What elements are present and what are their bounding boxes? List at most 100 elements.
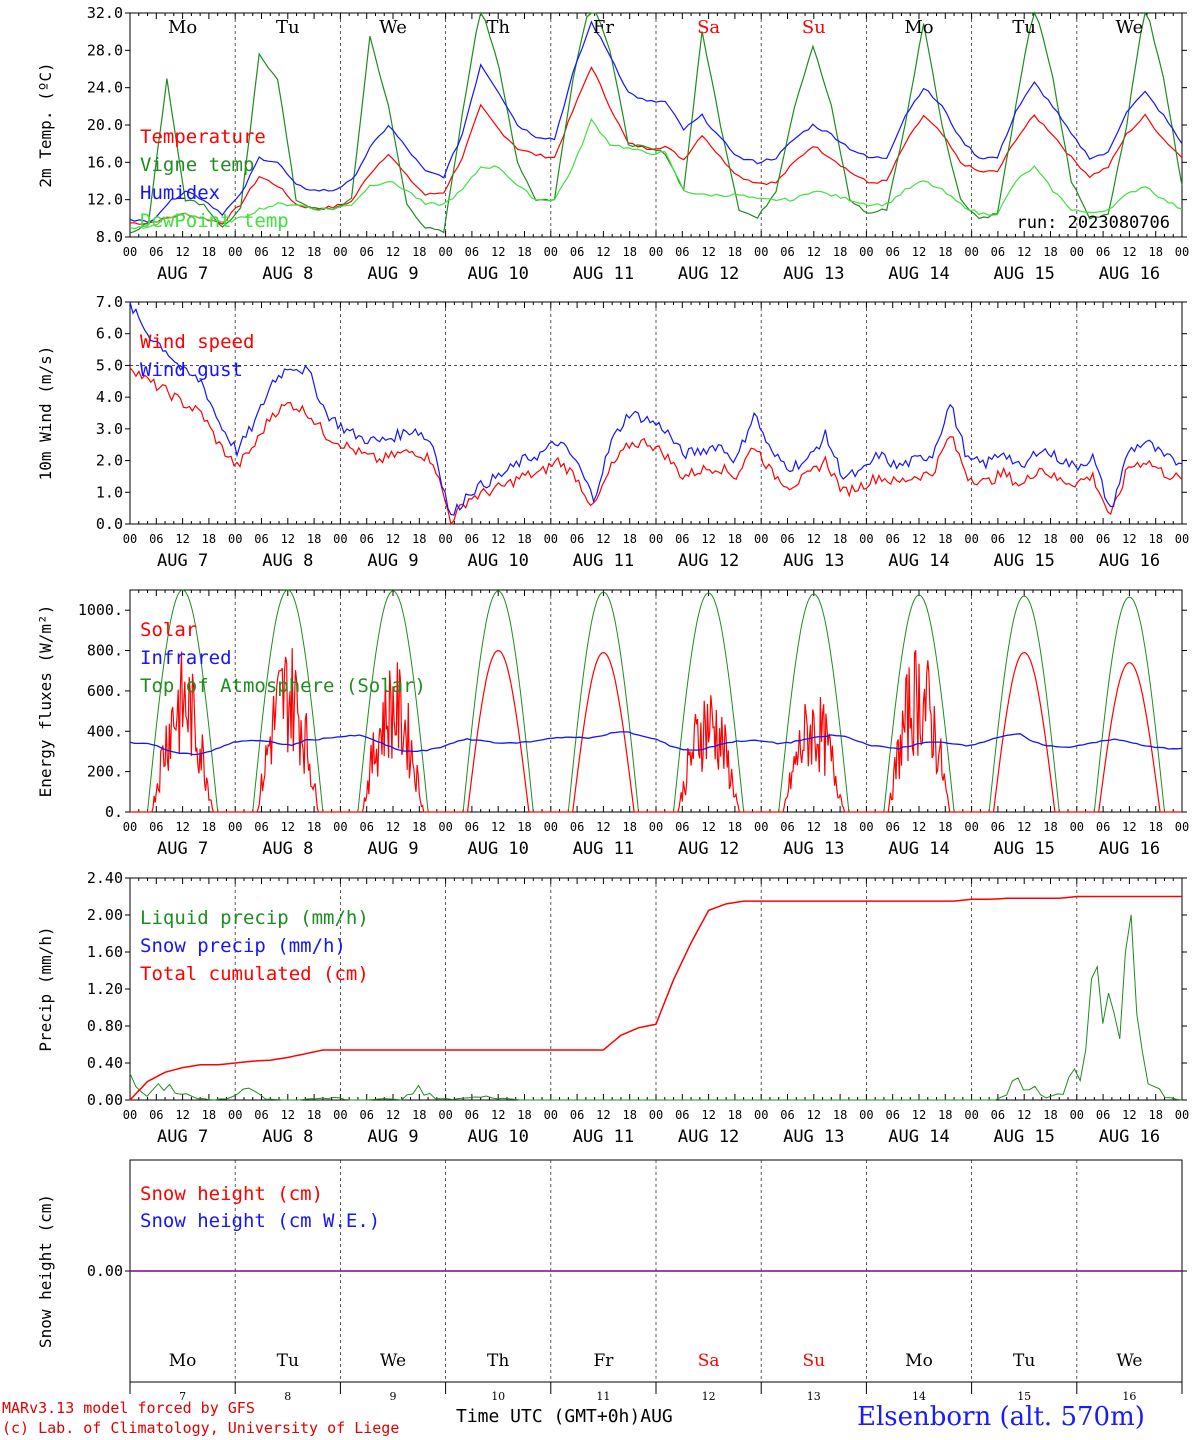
hour-tick-label: 00 <box>228 532 242 546</box>
hour-tick-label: 00 <box>228 820 242 834</box>
hour-tick-label: 06 <box>254 532 268 546</box>
hour-tick-label: 00 <box>333 820 347 834</box>
hour-tick-label: 18 <box>622 532 636 546</box>
hour-tick-label: 18 <box>622 245 636 259</box>
hour-tick-label: 00 <box>859 245 873 259</box>
hour-tick-label: 18 <box>728 532 742 546</box>
y-axis-title: Energy fluxes (W/m²) <box>36 605 55 798</box>
hour-tick-label: 12 <box>596 532 610 546</box>
date-label: AUG 15 <box>993 551 1054 571</box>
hour-tick-label: 06 <box>149 820 163 834</box>
hour-tick-label: 18 <box>517 532 531 546</box>
date-label: AUG 9 <box>367 1127 418 1147</box>
legend-entry: Infrared <box>140 647 232 669</box>
y-axis-title: 10m Wind (m/s) <box>36 346 55 481</box>
date-label: AUG 13 <box>783 264 844 284</box>
hour-tick-label: 06 <box>359 245 373 259</box>
lab-credit: (c) Lab. of Climatology, University of L… <box>2 1419 400 1437</box>
weekday-label: Tu <box>276 17 300 38</box>
hour-tick-label: 12 <box>701 532 715 546</box>
hour-tick-label: 12 <box>491 1108 505 1122</box>
hour-tick-label: 06 <box>885 1108 899 1122</box>
hour-tick-label: 18 <box>833 1108 847 1122</box>
hour-tick-label: 12 <box>912 820 926 834</box>
y-tick-label: 24.0 <box>87 79 123 97</box>
hour-tick-label: 12 <box>386 820 400 834</box>
y-tick-label: 0. <box>105 803 123 821</box>
series-line-temperature <box>129 66 1183 225</box>
hour-tick-label: 00 <box>859 1108 873 1122</box>
date-label: AUG 8 <box>262 551 313 571</box>
hour-tick-label: 00 <box>544 820 558 834</box>
y-tick-label: 4.0 <box>96 388 123 406</box>
hour-tick-label: 18 <box>307 532 321 546</box>
hour-tick-label: 12 <box>1122 532 1136 546</box>
hour-tick-label: 12 <box>912 532 926 546</box>
y-tick-label: 28.0 <box>87 41 123 59</box>
hour-tick-label: 12 <box>491 532 505 546</box>
hour-tick-label: 06 <box>465 245 479 259</box>
date-label: AUG 13 <box>783 1127 844 1147</box>
hour-tick-label: 06 <box>780 1108 794 1122</box>
hour-tick-label: 00 <box>964 1108 978 1122</box>
y-tick-label: 600. <box>87 682 123 700</box>
hour-tick-label: 18 <box>1148 245 1162 259</box>
hour-tick-label: 18 <box>622 1108 636 1122</box>
hour-tick-label: 12 <box>1017 245 1031 259</box>
hour-tick-label: 12 <box>281 245 295 259</box>
hour-tick-label: 18 <box>728 820 742 834</box>
hour-tick-label: 00 <box>438 245 452 259</box>
date-label: AUG 12 <box>678 1127 739 1147</box>
hour-tick-label: 12 <box>281 1108 295 1122</box>
hour-tick-label: 00 <box>964 820 978 834</box>
hour-tick-label: 00 <box>1070 1108 1084 1122</box>
y-tick-label: 12.0 <box>87 191 123 209</box>
hour-tick-label: 12 <box>386 532 400 546</box>
weekday-label: Mo <box>905 1351 933 1371</box>
hour-tick-label: 12 <box>701 245 715 259</box>
weekday-label: Th <box>487 1351 509 1371</box>
weekday-label: We <box>380 1351 406 1371</box>
hour-tick-label: 06 <box>359 532 373 546</box>
hour-tick-label: 00 <box>123 245 137 259</box>
hour-tick-label: 00 <box>438 1108 452 1122</box>
weekday-label: We <box>379 17 407 38</box>
hour-tick-label: 06 <box>675 245 689 259</box>
hour-tick-label: 18 <box>517 245 531 259</box>
hour-tick-label: 18 <box>1043 532 1057 546</box>
hour-tick-label: 12 <box>281 820 295 834</box>
hour-tick-label: 12 <box>175 820 189 834</box>
legend-entry: Wind speed <box>140 331 254 353</box>
hour-tick-label: 00 <box>228 1108 242 1122</box>
hour-tick-label: 06 <box>885 245 899 259</box>
legend-entry: Solar <box>140 619 197 641</box>
hour-tick-label: 18 <box>202 532 216 546</box>
weekday-label: Tu <box>277 1351 299 1371</box>
day-number-label: 13 <box>807 1390 821 1403</box>
hour-tick-label: 06 <box>465 820 479 834</box>
hour-tick-label: 12 <box>807 1108 821 1122</box>
hour-tick-label: 00 <box>859 532 873 546</box>
date-label: AUG 9 <box>367 839 418 859</box>
date-label: AUG 12 <box>678 551 739 571</box>
date-label: AUG 16 <box>1099 264 1160 284</box>
legend-entry: Snow height (cm) <box>140 1183 323 1205</box>
hour-tick-label: 12 <box>912 1108 926 1122</box>
day-number-label: 9 <box>390 1390 397 1403</box>
panel-frame <box>129 12 1183 238</box>
hour-tick-label: 18 <box>517 820 531 834</box>
legend-entry: Temperature <box>140 126 266 148</box>
hour-tick-label: 12 <box>491 245 505 259</box>
hour-tick-label: 06 <box>1096 820 1110 834</box>
hour-tick-label: 18 <box>412 245 426 259</box>
y-tick-label: 0.00 <box>87 1262 123 1280</box>
y-axis-title: Precip (mm/h) <box>36 926 55 1051</box>
day-number-label: 14 <box>912 1390 926 1403</box>
date-label: AUG 9 <box>367 551 418 571</box>
legend-entry: Snow precip (mm/h) <box>140 935 346 957</box>
hour-tick-label: 00 <box>649 532 663 546</box>
y-tick-label: 5.0 <box>96 356 123 374</box>
date-label: AUG 14 <box>888 839 949 859</box>
hour-tick-label: 12 <box>596 820 610 834</box>
hour-tick-label: 12 <box>1017 820 1031 834</box>
